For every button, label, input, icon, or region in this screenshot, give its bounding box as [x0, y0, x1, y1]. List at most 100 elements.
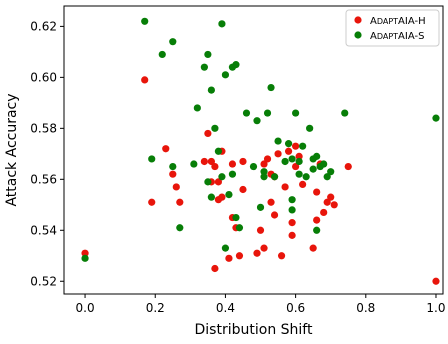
- point-series-1: [211, 162, 219, 171]
- point-series-2: [327, 168, 335, 176]
- point-series-2: [148, 155, 156, 163]
- point-series-1: [320, 208, 328, 217]
- point-series-1: [295, 152, 303, 160]
- point-series-2: [256, 203, 265, 211]
- data-points: [81, 17, 440, 285]
- point-series-1: [214, 178, 223, 186]
- x-tick-label: 0.2: [146, 301, 165, 315]
- x-tick-label: 0.8: [356, 301, 375, 315]
- legend-marker: [354, 31, 362, 39]
- point-series-2: [260, 173, 268, 181]
- point-series-1: [207, 157, 215, 166]
- point-series-2: [288, 206, 296, 214]
- legend: ADAPTAIA-H ADAPTAIA-S: [345, 9, 440, 47]
- point-series-2: [204, 50, 212, 59]
- point-series-1: [218, 193, 226, 201]
- point-series-2: [432, 114, 440, 122]
- point-series-2: [323, 173, 331, 181]
- point-series-2: [299, 142, 307, 150]
- point-series-1: [172, 183, 180, 191]
- y-tick-label: 0.54: [30, 223, 57, 237]
- point-series-1: [313, 188, 321, 196]
- legend-label: ADAPTAIA-S: [370, 31, 424, 42]
- point-series-1: [169, 170, 177, 178]
- axis-ticks: 0.0 0.2 0.4 0.6 0.8 1.0 0.52 0.54 0.56 0.58 0.60 0.…: [30, 19, 445, 315]
- point-series-1: [309, 244, 317, 252]
- point-series-2: [211, 124, 219, 132]
- point-series-2: [218, 173, 226, 181]
- point-series-1: [267, 198, 275, 206]
- point-series-2: [306, 124, 314, 132]
- point-series-2: [204, 178, 212, 186]
- point-series-1: [263, 155, 272, 163]
- point-series-2: [295, 170, 303, 178]
- point-series-2: [260, 168, 268, 176]
- point-series-2: [263, 109, 272, 117]
- point-series-1: [81, 249, 89, 257]
- point-series-2: [232, 61, 240, 69]
- point-series-2: [274, 137, 282, 145]
- plot-area-frame: [63, 5, 444, 295]
- point-series-2: [81, 254, 89, 262]
- point-series-1: [162, 145, 170, 153]
- point-series-2: [207, 193, 215, 201]
- point-series-1: [225, 254, 233, 262]
- point-series-2: [313, 152, 321, 160]
- point-series-1: [239, 185, 247, 194]
- point-series-1: [253, 249, 261, 257]
- point-series-2: [141, 17, 149, 25]
- point-series-2: [232, 213, 240, 222]
- point-series-2: [235, 224, 244, 232]
- point-series-2: [295, 157, 303, 166]
- point-series-1: [299, 180, 307, 189]
- point-series-1: [292, 142, 300, 150]
- point-series-2: [221, 71, 230, 79]
- point-series-2: [207, 86, 215, 94]
- point-series-2: [249, 162, 258, 171]
- legend-label: ADAPTAIA-H: [370, 16, 426, 27]
- point-series-1: [228, 160, 237, 168]
- point-series-1: [284, 147, 293, 155]
- legend-marker: [354, 16, 362, 24]
- x-tick-label: 0.4: [216, 301, 235, 315]
- point-series-1: [176, 198, 184, 206]
- point-series-1: [288, 219, 296, 227]
- point-series-2: [225, 191, 233, 199]
- point-series-2: [242, 109, 251, 117]
- x-tick-label: 0.6: [286, 301, 305, 315]
- point-series-1: [288, 231, 296, 239]
- point-series-2: [313, 226, 321, 234]
- point-series-1: [200, 157, 208, 166]
- point-series-1: [235, 252, 244, 260]
- point-series-2: [221, 244, 230, 252]
- point-series-2: [281, 157, 289, 166]
- point-series-2: [309, 165, 317, 173]
- y-tick-label: 0.52: [30, 274, 57, 288]
- point-series-2: [200, 63, 208, 71]
- point-series-1: [141, 76, 149, 84]
- point-series-1: [260, 160, 268, 168]
- point-series-1: [148, 198, 156, 206]
- point-series-1: [260, 244, 268, 252]
- x-axis-label: Distribution Shift: [195, 322, 313, 338]
- point-series-1: [432, 277, 440, 285]
- point-series-2: [288, 196, 296, 204]
- point-series-1: [270, 211, 279, 219]
- point-series-1: [281, 183, 289, 191]
- point-series-1: [211, 264, 219, 273]
- y-tick-label: 0.60: [30, 70, 57, 84]
- point-series-2: [267, 83, 275, 92]
- point-series-2: [228, 170, 237, 178]
- point-series-1: [274, 150, 282, 158]
- point-series-2: [284, 140, 293, 148]
- point-series-2: [193, 104, 201, 112]
- point-series-2: [169, 162, 177, 171]
- point-series-1: [323, 198, 331, 206]
- point-series-1: [344, 162, 352, 171]
- point-series-2: [320, 160, 328, 168]
- point-series-2: [214, 147, 223, 155]
- point-series-2: [270, 173, 279, 181]
- y-tick-label: 0.62: [30, 19, 57, 33]
- point-series-1: [256, 226, 265, 234]
